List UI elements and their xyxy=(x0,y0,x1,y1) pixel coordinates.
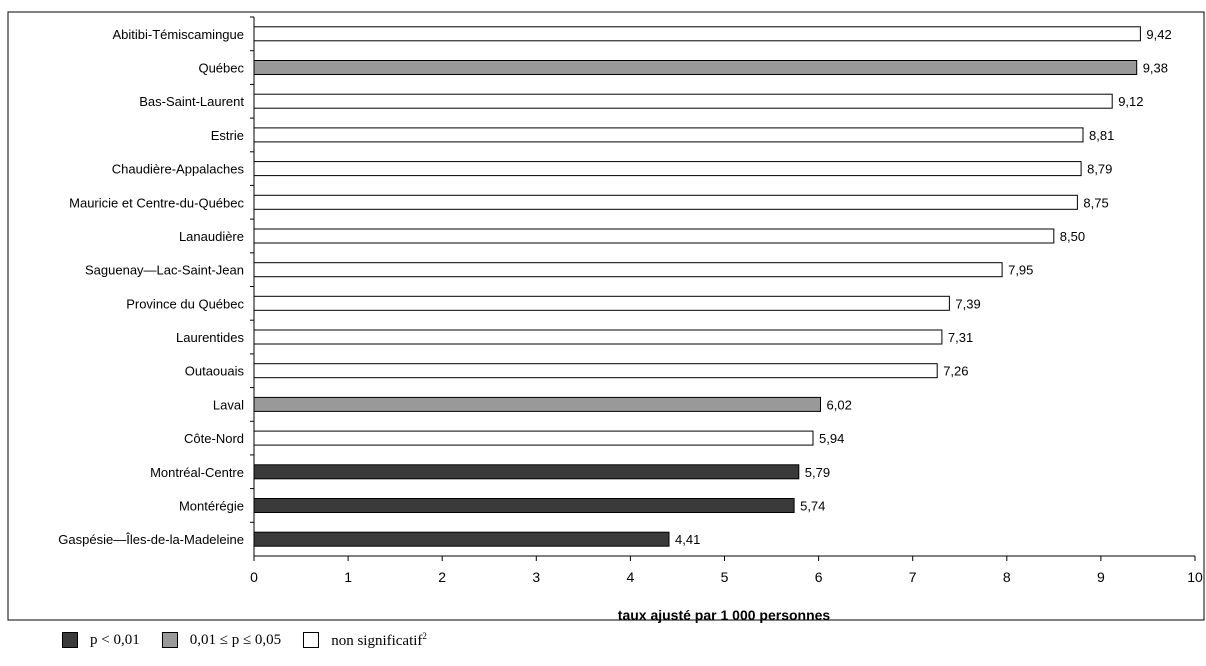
x-tick-label: 4 xyxy=(627,569,635,585)
value-labels-group: 9,42 9,38 9,12 8,81 8,79 8,75 8,50 7,95 7,39 7,31… xyxy=(675,27,1172,547)
bar xyxy=(253,396,821,412)
bar xyxy=(253,127,1084,143)
bar xyxy=(253,194,1078,210)
legend-swatch-p01 xyxy=(62,632,78,648)
category-label: Bas-Saint-Laurent xyxy=(139,94,244,109)
bar xyxy=(253,531,670,547)
bar xyxy=(253,228,1055,244)
value-label: 8,75 xyxy=(1083,195,1108,210)
x-tick-label: 7 xyxy=(909,569,917,585)
legend-label-p01: p < 0,01 xyxy=(90,631,140,648)
legend-item-p01: p < 0,01 xyxy=(62,632,140,649)
category-label: Saguenay—Lac-Saint-Jean xyxy=(85,263,244,278)
bar xyxy=(253,363,938,379)
value-label: 4,41 xyxy=(675,532,700,547)
category-label: Québec xyxy=(198,61,244,76)
bar xyxy=(253,295,950,311)
x-tick-label: 0 xyxy=(250,569,258,585)
bar xyxy=(253,60,1138,75)
x-ticks-group: 0 1 2 3 4 5 6 7 8 9 10 xyxy=(250,556,1203,585)
bar xyxy=(253,430,814,446)
x-tick-label: 9 xyxy=(1097,569,1105,585)
value-label: 8,79 xyxy=(1087,162,1112,177)
x-tick-label: 5 xyxy=(721,569,729,585)
value-label: 9,38 xyxy=(1143,61,1168,76)
bar xyxy=(253,161,1082,177)
category-label: Lanaudière xyxy=(179,229,244,244)
legend-label-ns: non significatif2 xyxy=(331,630,427,649)
bar xyxy=(253,464,800,480)
value-label: 5,74 xyxy=(800,499,825,514)
x-axis-title: taux ajusté par 1 000 personnes xyxy=(618,607,831,623)
category-label: Montérégie xyxy=(179,499,244,514)
category-label: Laurentides xyxy=(176,330,244,345)
bar xyxy=(253,262,1003,278)
category-label: Mauricie et Centre-du-Québec xyxy=(69,195,244,210)
category-label: Chaudière-Appalaches xyxy=(112,162,245,177)
bar xyxy=(253,329,943,345)
x-tick-label: 10 xyxy=(1187,569,1203,585)
legend-swatch-p05 xyxy=(161,632,178,648)
x-tick-label: 2 xyxy=(438,569,446,585)
value-label: 9,42 xyxy=(1146,27,1171,42)
plot-border xyxy=(7,11,1205,621)
category-label: Laval xyxy=(213,397,244,412)
value-label: 7,39 xyxy=(955,296,980,311)
category-label: Outaouais xyxy=(185,364,245,379)
category-label: Gaspésie—Îles-de-la-Madeleine xyxy=(58,532,244,547)
category-label: Montréal-Centre xyxy=(150,465,244,480)
category-label: Estrie xyxy=(211,128,244,143)
legend: p < 0,01 0,01 ≤ p ≤ 0,05 non significati… xyxy=(62,628,449,652)
value-label: 8,50 xyxy=(1060,229,1085,244)
bar xyxy=(253,498,795,513)
bars-group xyxy=(253,26,1141,547)
value-label: 5,94 xyxy=(819,431,844,446)
value-label: 9,12 xyxy=(1118,94,1143,109)
legend-item-p05: 0,01 ≤ p ≤ 0,05 xyxy=(161,631,282,649)
category-label: Côte-Nord xyxy=(184,431,244,446)
value-label: 7,31 xyxy=(948,330,973,345)
value-label: 5,79 xyxy=(805,465,830,480)
bar xyxy=(253,93,1113,109)
value-label: 8,81 xyxy=(1089,128,1114,143)
legend-label-p05: 0,01 ≤ p ≤ 0,05 xyxy=(189,631,282,648)
legend-footnote-sup: 2 xyxy=(422,630,427,641)
value-label: 7,95 xyxy=(1008,263,1033,278)
value-label: 6,02 xyxy=(827,397,852,412)
bar xyxy=(253,26,1141,42)
legend-swatch-ns xyxy=(303,632,320,648)
value-label: 7,26 xyxy=(943,364,968,379)
category-labels-group: Abitibi-Témiscamingue Québec Bas-Saint-Lau… xyxy=(58,16,254,547)
category-label: Abitibi-Témiscamingue xyxy=(113,27,245,42)
x-tick-label: 8 xyxy=(1003,569,1011,585)
category-label: Province du Québec xyxy=(126,296,244,311)
legend-item-ns: non significatif2 xyxy=(303,631,427,650)
x-tick-label: 3 xyxy=(532,569,540,585)
x-tick-label: 6 xyxy=(815,569,823,585)
x-tick-label: 1 xyxy=(344,569,352,585)
